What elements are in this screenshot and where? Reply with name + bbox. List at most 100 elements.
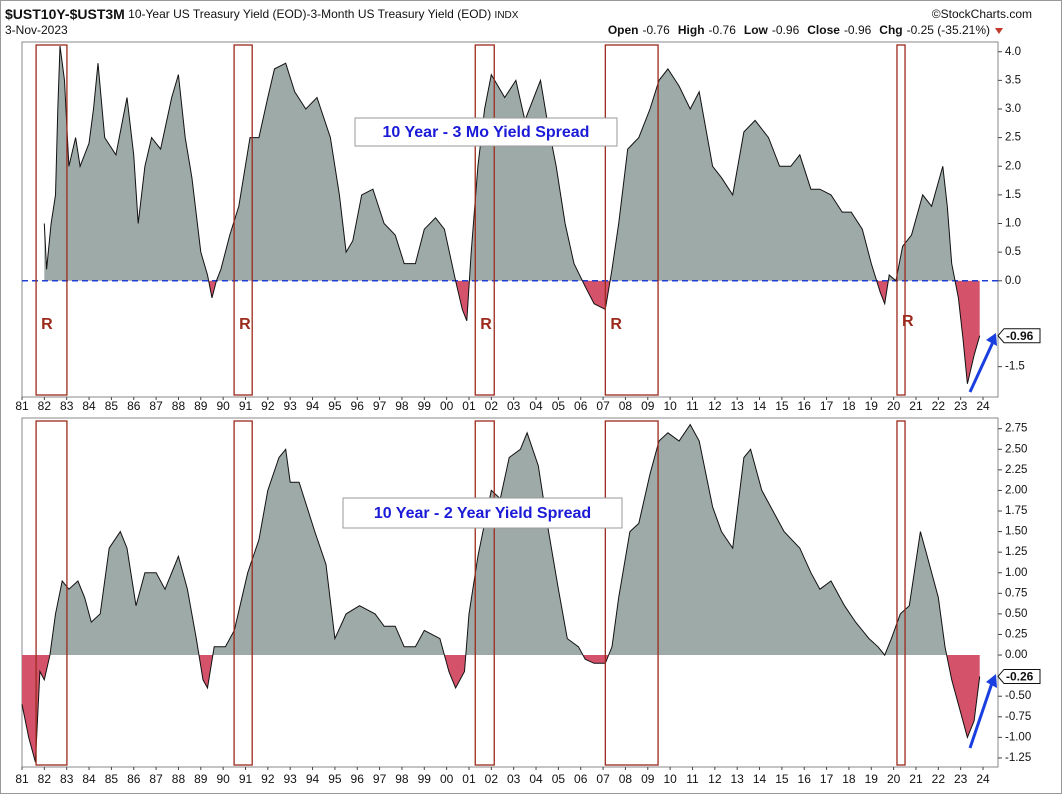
recession-box <box>896 44 906 396</box>
quote-value: -0.96 <box>772 23 800 37</box>
x-tick-label: 96 <box>351 772 365 786</box>
x-tick-label: 95 <box>328 399 342 413</box>
description: 10-Year US Treasury Yield (EOD)-3-Month … <box>128 7 491 21</box>
chart-header: $UST10Y-$UST3M 10-Year US Treasury Yield… <box>5 6 519 22</box>
quote-value: -0.76 <box>709 23 737 37</box>
x-tick-label: 23 <box>954 399 968 413</box>
x-tick-label: 03 <box>507 399 521 413</box>
recession-box <box>474 44 495 396</box>
x-tick-label: 89 <box>194 772 208 786</box>
area-positive <box>44 46 980 281</box>
x-tick-label: 12 <box>708 772 722 786</box>
x-tick-label: 84 <box>82 399 96 413</box>
x-tick-label: 86 <box>127 772 141 786</box>
y-tick-label: 4.0 <box>1005 46 1021 58</box>
y-tick-label: 1.0 <box>1005 218 1021 230</box>
x-tick-label: 10 <box>663 399 677 413</box>
recession-label: R <box>41 316 53 333</box>
x-tick-label: 81 <box>15 399 29 413</box>
y-tick-label: -1.25 <box>1005 752 1031 764</box>
exchange: INDX <box>495 10 519 21</box>
y-tick-label: 0.25 <box>1005 629 1027 641</box>
x-tick-label: 21 <box>909 772 923 786</box>
x-tick-label: 06 <box>574 772 588 786</box>
x-tick-label: 94 <box>306 772 320 786</box>
annotation-box <box>342 497 623 529</box>
x-tick-label: 18 <box>842 399 856 413</box>
recession-label: R <box>610 316 622 333</box>
x-tick-label: 83 <box>60 399 74 413</box>
x-tick-label: 20 <box>887 399 901 413</box>
x-tick-label: 14 <box>753 772 767 786</box>
x-tick-label: 21 <box>909 399 923 413</box>
x-tick-label: 91 <box>239 399 253 413</box>
last-value-marker <box>997 668 1041 684</box>
y-tick-label: -1.00 <box>1005 731 1031 743</box>
recession-box <box>35 420 68 766</box>
x-tick-label: 19 <box>865 772 879 786</box>
x-tick-label: 08 <box>619 399 633 413</box>
arrow-head <box>986 333 997 346</box>
x-tick-label: 91 <box>239 772 253 786</box>
y-tick-label: -0.75 <box>1005 711 1031 723</box>
y-tick-label: 2.25 <box>1005 464 1027 476</box>
last-value-marker <box>997 328 1041 344</box>
x-tick-label: 22 <box>932 772 946 786</box>
recession-box <box>233 44 253 396</box>
x-tick-label: 85 <box>105 399 119 413</box>
quote-label: High <box>678 23 705 37</box>
x-tick-label: 99 <box>418 772 432 786</box>
annotation: 10 Year - 2 Year Yield Spread <box>374 505 591 522</box>
recession-box <box>604 44 659 396</box>
recession-label: R <box>480 316 492 333</box>
x-tick-label: 98 <box>395 772 409 786</box>
y-tick-label: -0.50 <box>1005 690 1031 702</box>
recession-box <box>896 420 906 766</box>
change-triangle <box>995 28 1003 34</box>
y-tick-label: 0.75 <box>1005 587 1027 599</box>
quote-label: Chg <box>879 23 902 37</box>
area-negative <box>208 280 980 384</box>
quote-label: Open <box>608 23 639 37</box>
y-tick-label: 0.50 <box>1005 608 1027 620</box>
arrow-head <box>986 674 997 688</box>
x-tick-label: 88 <box>172 399 186 413</box>
x-tick-label: 95 <box>328 772 342 786</box>
x-tick-label: 07 <box>596 772 610 786</box>
recession-box <box>604 420 659 766</box>
quote-value: -0.25 (-35.21%) <box>907 23 990 37</box>
x-tick-label: 11 <box>686 772 699 786</box>
x-tick-label: 09 <box>641 399 655 413</box>
arrow <box>968 682 994 749</box>
x-tick-label: 87 <box>149 772 163 786</box>
x-tick-label: 04 <box>529 772 543 786</box>
x-tick-label: 97 <box>373 399 387 413</box>
quote-value: -0.96 <box>844 23 872 37</box>
x-tick-label: 20 <box>887 772 901 786</box>
recession-box <box>233 420 253 766</box>
x-tick-label: 07 <box>596 399 610 413</box>
x-tick-label: 19 <box>865 399 879 413</box>
x-tick-label: 93 <box>284 772 298 786</box>
x-tick-label: 93 <box>284 399 298 413</box>
x-tick-label: 00 <box>440 772 454 786</box>
x-tick-label: 14 <box>753 399 767 413</box>
x-tick-label: 23 <box>954 772 968 786</box>
y-tick-label: 3.5 <box>1005 74 1021 86</box>
x-tick-label: 04 <box>529 399 543 413</box>
quote-label: Close <box>807 23 840 37</box>
x-tick-label: 18 <box>842 772 856 786</box>
brand: ©StockCharts.com <box>932 7 1032 21</box>
y-tick-label: 2.5 <box>1005 132 1021 144</box>
x-tick-label: 16 <box>798 399 812 413</box>
x-tick-label: 05 <box>552 399 566 413</box>
x-tick-label: 24 <box>976 772 990 786</box>
x-tick-label: 17 <box>820 399 834 413</box>
x-tick-label: 05 <box>552 772 566 786</box>
x-tick-label: 12 <box>708 399 722 413</box>
x-tick-label: 92 <box>261 772 275 786</box>
date: 3-Nov-2023 <box>5 23 68 37</box>
x-tick-label: 88 <box>172 772 186 786</box>
x-tick-label: 82 <box>38 399 52 413</box>
